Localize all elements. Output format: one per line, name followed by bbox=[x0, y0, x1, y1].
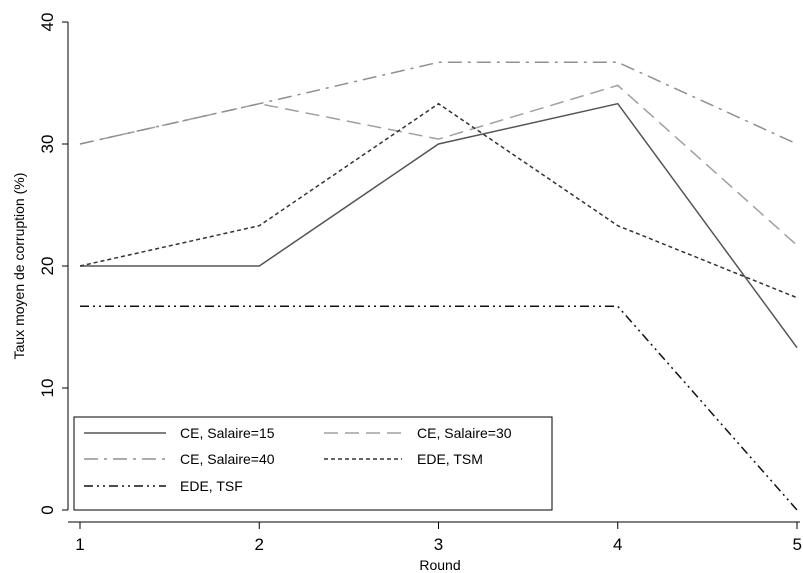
series-line-5 bbox=[80, 305, 798, 511]
y-tick-label: 20 bbox=[38, 257, 57, 276]
x-axis-title: Round bbox=[419, 557, 460, 573]
legend-label: CE, Salaire=30 bbox=[417, 425, 512, 441]
y-tick-label: 0 bbox=[38, 505, 57, 514]
y-axis-title: Taux moyen de corruption (%) bbox=[11, 173, 27, 360]
x-tick-label: 3 bbox=[434, 535, 443, 554]
x-tick-label: 2 bbox=[255, 535, 264, 554]
x-tick-label: 1 bbox=[75, 535, 84, 554]
series-lines bbox=[79, 61, 798, 511]
x-axis-ticks: 1 2 3 4 5 bbox=[75, 522, 802, 554]
legend-label: CE, Salaire=40 bbox=[180, 451, 275, 467]
series-line-2 bbox=[79, 84, 798, 246]
x-tick-label: 4 bbox=[613, 535, 622, 554]
y-axis-ticks: 0 10 20 30 40 bbox=[38, 13, 68, 515]
series-line-1 bbox=[80, 102, 798, 349]
legend-label: CE, Salaire=15 bbox=[180, 425, 275, 441]
series-line-4 bbox=[79, 102, 798, 299]
y-tick-label: 30 bbox=[38, 135, 57, 154]
legend-label: EDE, TSF bbox=[180, 478, 243, 494]
legend-label: EDE, TSM bbox=[417, 451, 483, 467]
y-tick-label: 40 bbox=[38, 13, 57, 32]
x-tick-label: 5 bbox=[793, 535, 802, 554]
y-tick-label: 10 bbox=[38, 379, 57, 398]
legend: CE, Salaire=15 CE, Salaire=30 CE, Salaire=… bbox=[73, 416, 553, 511]
series-line-3 bbox=[79, 61, 798, 145]
